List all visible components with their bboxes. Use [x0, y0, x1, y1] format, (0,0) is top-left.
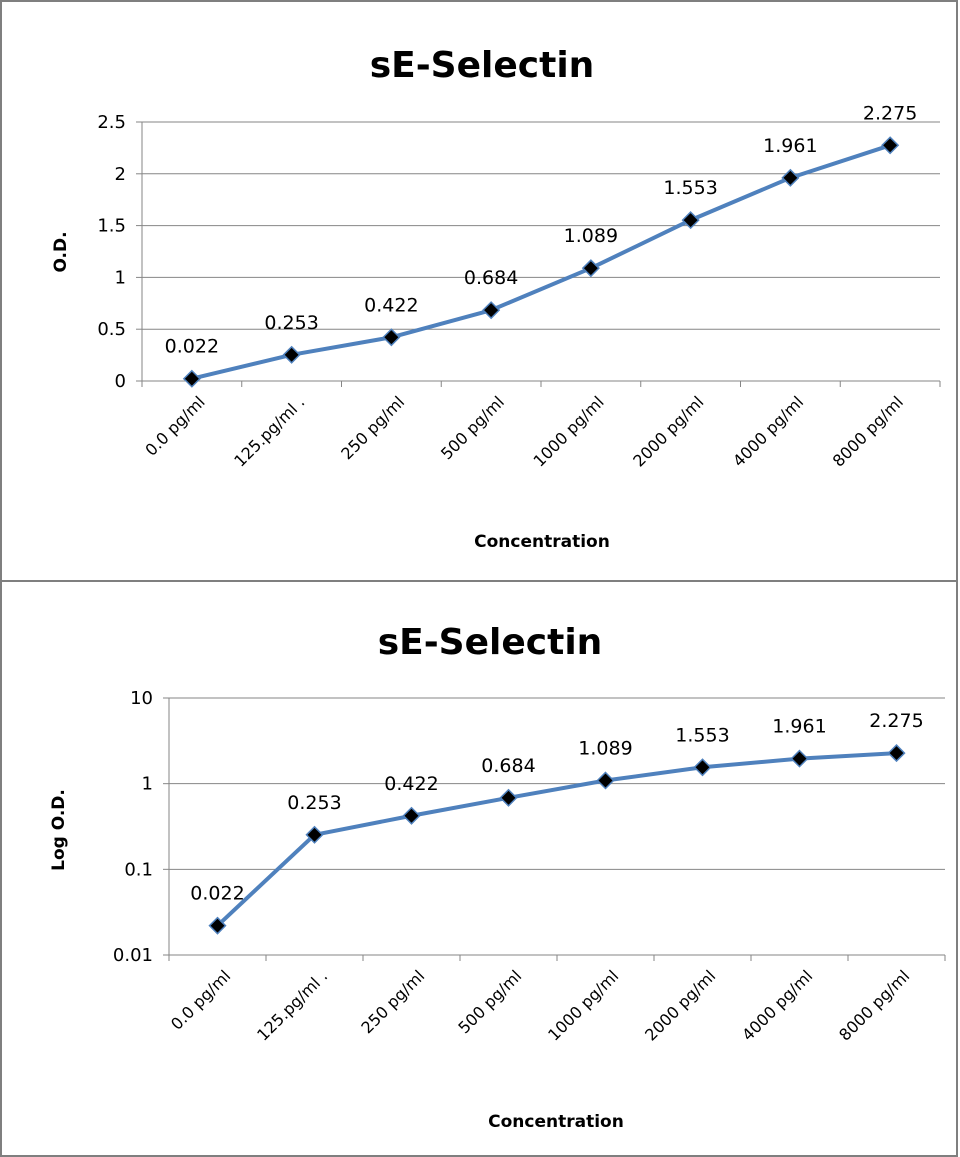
data-point [208, 916, 227, 935]
data-point [881, 136, 900, 155]
x-axis-title: Concentration [488, 1112, 624, 1132]
y-tick-label: 2 [115, 164, 126, 185]
data-point [382, 328, 401, 347]
chart-panel-linear: sE-Selectin Concentration O.D. 0 0.5 1 1.5 2… [0, 0, 958, 582]
data-label: 1.553 [663, 177, 717, 199]
gridlines [169, 697, 945, 956]
y-tick-label: 0.1 [124, 859, 153, 880]
chart-panel-log: sE-Selectin Concentration Log O.D. 0.01 0… [0, 580, 958, 1157]
data-label: 0.022 [190, 883, 244, 905]
data-label: 1.961 [763, 135, 817, 157]
y-tick-label: 0.5 [97, 319, 126, 340]
x-tick-label: 4000 pg/ml [738, 966, 816, 1044]
x-tick-label: 2000 pg/ml [641, 966, 719, 1044]
x-tick-label: 125.pg/ml . [253, 966, 331, 1044]
x-axis-title: Concentration [474, 532, 610, 552]
x-tick-label: 0.0 pg/ml [141, 392, 208, 459]
y-tick-label: 0.01 [113, 945, 153, 966]
chart-title: sE-Selectin [378, 622, 603, 663]
data-point [402, 806, 421, 825]
axes: 0.01 0.1 1 10 0.0 pg/ml 125.pg/ml . 250 pg/ml 5… [113, 688, 946, 1045]
data-label: 0.253 [287, 792, 341, 814]
data-label: 0.022 [165, 336, 219, 358]
x-tick-label: 1000 pg/ml [544, 966, 622, 1044]
series-line [191, 143, 891, 381]
x-tick-label: 8000 pg/ml [835, 966, 913, 1044]
y-tick-label: 1 [142, 774, 153, 795]
y-tick-label: 10 [130, 688, 153, 709]
data-point [182, 369, 201, 388]
data-label: 1.553 [675, 724, 729, 746]
series-line [216, 751, 897, 928]
data-label: 2.275 [869, 710, 923, 732]
data-point [581, 259, 600, 278]
data-point [305, 825, 324, 844]
y-tick-label: 1.5 [97, 216, 126, 237]
x-tick-label: 4000 pg/ml [729, 392, 807, 470]
x-tick-label: 1000 pg/ml [530, 392, 608, 470]
data-point [282, 345, 301, 364]
y-tick-label: 0 [115, 371, 126, 392]
data-label: 2.275 [863, 102, 917, 124]
data-point [887, 744, 906, 763]
y-axis-title: Log O.D. [49, 789, 69, 871]
data-label: 1.961 [772, 716, 826, 738]
data-label: 1.089 [578, 737, 632, 759]
gridlines [142, 121, 940, 382]
data-label: 0.684 [464, 267, 518, 289]
x-tick-label: 250 pg/ml [357, 966, 428, 1037]
log-chart-svg: sE-Selectin Concentration Log O.D. 0.010… [49, 622, 946, 1132]
data-point [681, 211, 700, 230]
y-tick-label: 2.5 [97, 112, 126, 133]
data-point [781, 168, 800, 187]
data-label: 0.253 [264, 312, 318, 334]
y-axis-title: O.D. [51, 231, 71, 272]
x-tick-label: 0.0 pg/ml [167, 966, 234, 1033]
data-label: 0.684 [481, 755, 535, 777]
x-tick-label: 500 pg/ml [437, 392, 508, 463]
x-tick-label: 2000 pg/ml [629, 392, 707, 470]
data-point [499, 788, 518, 807]
x-tick-label: 500 pg/ml [454, 966, 525, 1037]
x-tick-label: 250 pg/ml [337, 392, 408, 463]
data-point [790, 749, 809, 768]
chart-title: sE-Selectin [370, 45, 595, 86]
x-tick-label: 125.pg/ml . [230, 392, 308, 470]
data-point [693, 758, 712, 777]
data-label: 0.422 [364, 294, 418, 316]
data-label: 0.422 [384, 773, 438, 795]
data-point [482, 301, 501, 320]
y-tick-label: 1 [115, 267, 126, 288]
axes: 0 0.5 1 1.5 2 2.5 0.0 pg/ml 125.pg/ml . 250 pg/m… [97, 112, 941, 471]
data-point [596, 771, 615, 790]
x-tick-label: 8000 pg/ml [829, 392, 907, 470]
linear-chart-svg: sE-Selectin Concentration O.D. 0 0.5 1 1.5 2… [51, 45, 941, 552]
data-label: 1.089 [564, 225, 618, 247]
